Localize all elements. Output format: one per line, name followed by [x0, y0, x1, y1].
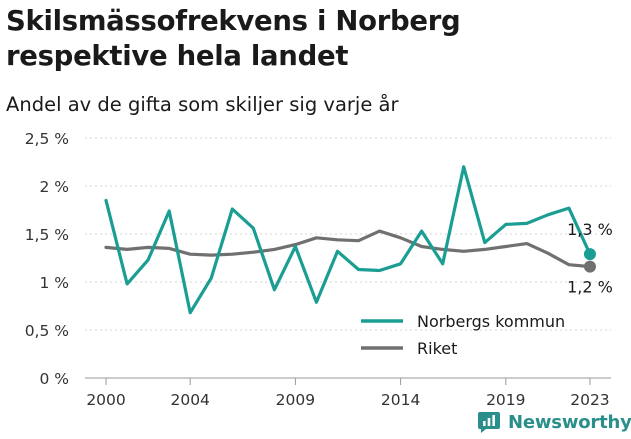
end-point-riket	[583, 260, 596, 273]
end-label-norberg: 1,3 %	[567, 220, 613, 239]
chart-subtitle: Andel av de gifta som skiljer sig varje …	[6, 93, 399, 116]
x-tick-label: 2000	[86, 391, 125, 409]
x-tick-label: 2019	[486, 391, 525, 409]
y-tick-label: 0 %	[39, 370, 69, 388]
legend-label-norberg: Norbergs kommun	[417, 312, 565, 331]
end-label-riket: 1,2 %	[567, 278, 613, 297]
brand-name: Newsworthy	[508, 411, 631, 433]
y-tick-label: 2,5 %	[25, 130, 69, 148]
x-tick-label: 2014	[381, 391, 420, 409]
series-line-riket	[104, 229, 592, 269]
brand-logo: Newsworthy	[476, 407, 631, 437]
x-tick-label: 2009	[276, 391, 315, 409]
y-tick-label: 1,5 %	[25, 226, 69, 244]
end-point-norberg	[583, 248, 596, 261]
x-tick-label: 2004	[170, 391, 209, 409]
legend-label-riket: Riket	[417, 339, 457, 358]
y-tick-label: 1 %	[39, 274, 69, 292]
y-tick-label: 0,5 %	[25, 322, 69, 340]
x-tick-label: 2023	[570, 391, 609, 409]
newsworthy-logo-icon	[478, 412, 500, 433]
y-tick-label: 2 %	[39, 178, 69, 196]
series-line-norberg	[104, 165, 592, 315]
chart-title: Skilsmässofrekvens i Norberg respektive …	[6, 5, 461, 72]
